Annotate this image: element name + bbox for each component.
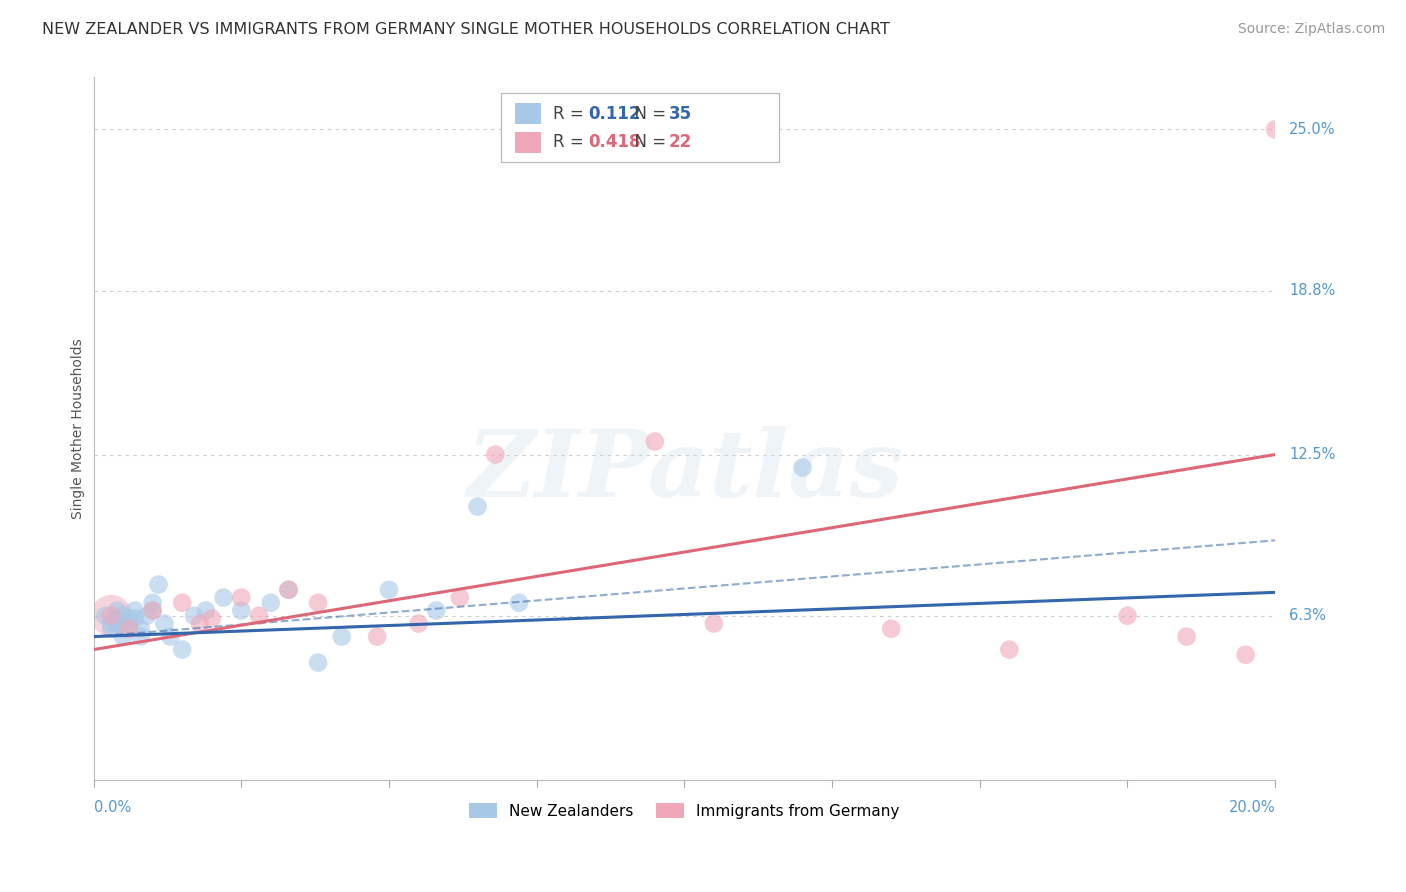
Point — [124, 603, 146, 617]
Point — [105, 603, 128, 617]
Point — [142, 603, 165, 617]
Bar — [516, 132, 541, 153]
Point — [703, 616, 725, 631]
Point — [94, 608, 117, 623]
Point — [260, 596, 283, 610]
Point — [135, 608, 157, 623]
Point — [118, 611, 141, 625]
Point — [105, 616, 128, 631]
Text: 18.8%: 18.8% — [1289, 283, 1336, 298]
Point — [880, 622, 903, 636]
Point — [1175, 630, 1198, 644]
Point — [212, 591, 235, 605]
Point — [644, 434, 666, 449]
Point — [188, 616, 211, 631]
Point — [449, 591, 471, 605]
Point — [124, 611, 146, 625]
Bar — [516, 103, 541, 124]
Point — [408, 616, 430, 631]
Text: 25.0%: 25.0% — [1289, 122, 1336, 137]
Point — [307, 596, 329, 610]
Point — [247, 608, 270, 623]
Point — [378, 582, 401, 597]
Text: R =: R = — [553, 104, 589, 122]
Text: NEW ZEALANDER VS IMMIGRANTS FROM GERMANY SINGLE MOTHER HOUSEHOLDS CORRELATION CH: NEW ZEALANDER VS IMMIGRANTS FROM GERMANY… — [42, 22, 890, 37]
Point — [100, 622, 122, 636]
Y-axis label: Single Mother Households: Single Mother Households — [72, 338, 86, 519]
Point — [998, 642, 1021, 657]
Text: 22: 22 — [669, 134, 692, 152]
Point — [1234, 648, 1257, 662]
Point — [112, 630, 135, 644]
Text: ZIPatlas: ZIPatlas — [465, 425, 903, 516]
Point — [307, 656, 329, 670]
Point — [508, 596, 530, 610]
Point — [792, 460, 814, 475]
Point — [153, 616, 176, 631]
Point — [366, 630, 388, 644]
Point — [100, 608, 122, 623]
Point — [231, 591, 253, 605]
Point — [467, 500, 489, 514]
Text: 20.0%: 20.0% — [1229, 800, 1275, 815]
Text: 6.3%: 6.3% — [1289, 608, 1326, 624]
Text: R =: R = — [553, 134, 589, 152]
Text: 0.0%: 0.0% — [94, 800, 131, 815]
Point — [484, 448, 506, 462]
Point — [105, 611, 128, 625]
Text: N =: N = — [624, 104, 672, 122]
Point — [277, 582, 299, 597]
Point — [183, 608, 205, 623]
Point — [142, 603, 165, 617]
Point — [159, 630, 181, 644]
Legend: New Zealanders, Immigrants from Germany: New Zealanders, Immigrants from Germany — [463, 797, 905, 824]
Point — [129, 622, 152, 636]
Text: N =: N = — [624, 134, 672, 152]
Text: 0.112: 0.112 — [589, 104, 641, 122]
Point — [118, 616, 141, 631]
Point — [100, 608, 122, 623]
Point — [148, 577, 170, 591]
Point — [172, 596, 194, 610]
Point — [129, 630, 152, 644]
Text: 12.5%: 12.5% — [1289, 447, 1336, 462]
Point — [118, 622, 141, 636]
Point — [142, 596, 165, 610]
FancyBboxPatch shape — [501, 93, 779, 161]
Point — [201, 611, 224, 625]
Text: 0.418: 0.418 — [589, 134, 641, 152]
Point — [100, 616, 122, 631]
Point — [172, 642, 194, 657]
Point — [1116, 608, 1139, 623]
Point — [277, 582, 299, 597]
Text: 35: 35 — [669, 104, 692, 122]
Point — [194, 603, 217, 617]
Point — [112, 622, 135, 636]
Point — [1264, 122, 1286, 136]
Point — [330, 630, 353, 644]
Point — [425, 603, 447, 617]
Text: Source: ZipAtlas.com: Source: ZipAtlas.com — [1237, 22, 1385, 37]
Point — [231, 603, 253, 617]
Point — [112, 608, 135, 623]
